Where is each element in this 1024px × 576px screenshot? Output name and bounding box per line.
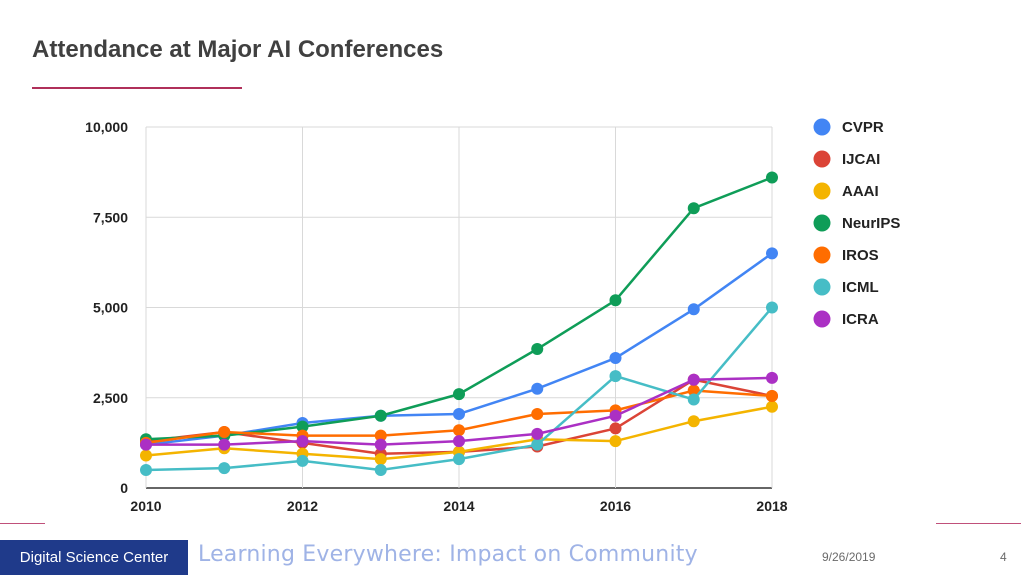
legend-marker-icra (813, 310, 831, 328)
data-point-icml (453, 453, 465, 466)
data-point-icra (296, 435, 309, 448)
data-point-icra (218, 438, 231, 451)
data-point-icml (296, 454, 309, 467)
data-point-icml (766, 301, 778, 314)
legend: CVPR IJCAI AAAI NeurIPS IROS ICML ICRA (813, 118, 900, 328)
legend-marker-ijcai (813, 150, 831, 168)
legend-marker-neurips (813, 214, 831, 232)
legend-marker-icml (813, 278, 831, 296)
y-tick-label: 5,000 (93, 300, 128, 316)
x-tick-label: 2014 (443, 498, 474, 514)
x-tick-label: 2018 (756, 498, 787, 514)
data-point-icml (140, 463, 152, 476)
data-point-neurips (766, 171, 778, 184)
data-point-icra (766, 371, 778, 384)
data-point-iros (687, 384, 700, 397)
data-point-neurips (609, 294, 622, 307)
data-point-cvpr (531, 382, 544, 395)
data-point-cvpr (453, 407, 465, 420)
x-tick-label: 2010 (130, 498, 161, 514)
legend-label-ijcai: IJCAI (842, 151, 880, 168)
data-point-icra (687, 373, 700, 386)
legend-label-icra: ICRA (842, 311, 879, 328)
legend-label-iros: IROS (842, 247, 879, 264)
data-point-cvpr (609, 352, 622, 365)
data-point-icml (218, 462, 231, 475)
page-number: 4 (1000, 550, 1007, 564)
data-point-iros (374, 429, 387, 442)
slide-title: Attendance at Major AI Conferences (32, 36, 444, 63)
legend-marker-cvpr (813, 118, 831, 136)
y-tick-label: 7,500 (93, 209, 128, 225)
data-point-ijcai (609, 422, 622, 435)
data-point-aaai (766, 400, 778, 413)
data-point-iros (766, 389, 778, 402)
x-tick-label: 2012 (287, 498, 318, 514)
data-point-icra (140, 438, 152, 451)
data-point-icra (453, 435, 465, 448)
y-tick-label: 2,500 (93, 390, 128, 406)
data-point-iros (531, 407, 544, 420)
data-point-aaai (687, 415, 700, 428)
footer-tagline: Learning Everywhere: Impact on Community (198, 542, 698, 567)
data-point-aaai (609, 435, 622, 448)
data-point-icra (531, 427, 544, 440)
data-point-icml (531, 438, 544, 451)
data-point-icra (609, 409, 622, 422)
footer-rule-left (0, 523, 45, 524)
data-point-neurips (687, 202, 700, 215)
data-point-cvpr (687, 303, 700, 316)
x-tick-label: 2016 (600, 498, 631, 514)
legend-label-aaai: AAAI (842, 183, 879, 200)
data-point-aaai (374, 453, 387, 466)
y-tick-label: 0 (120, 480, 128, 496)
data-point-neurips (453, 388, 465, 401)
data-point-icml (687, 393, 700, 406)
data-point-neurips (374, 409, 387, 422)
footer-date: 9/26/2019 (822, 550, 876, 564)
data-point-cvpr (766, 247, 778, 260)
legend-marker-iros (813, 246, 831, 264)
y-tick-label: 10,000 (85, 119, 128, 135)
series (140, 171, 778, 476)
title-underline (32, 87, 242, 89)
data-point-neurips (296, 420, 309, 433)
axes: 0 2,500 5,000 7,500 10,000 2010 2012 2014 2016 20… (85, 119, 788, 514)
legend-label-icml: ICML (842, 279, 879, 296)
data-point-icra (374, 438, 387, 451)
data-point-aaai (140, 449, 152, 462)
data-point-icml (609, 370, 622, 383)
footer-brand: Digital Science Center (0, 540, 188, 575)
legend-label-cvpr: CVPR (842, 119, 884, 136)
data-point-iros (218, 426, 231, 439)
footer-rule-right (936, 523, 1021, 524)
legend-marker-aaai (813, 182, 831, 200)
data-point-neurips (531, 343, 544, 356)
legend-label-neurips: NeurIPS (842, 215, 900, 232)
data-point-icml (374, 463, 387, 476)
data-point-iros (453, 424, 465, 437)
